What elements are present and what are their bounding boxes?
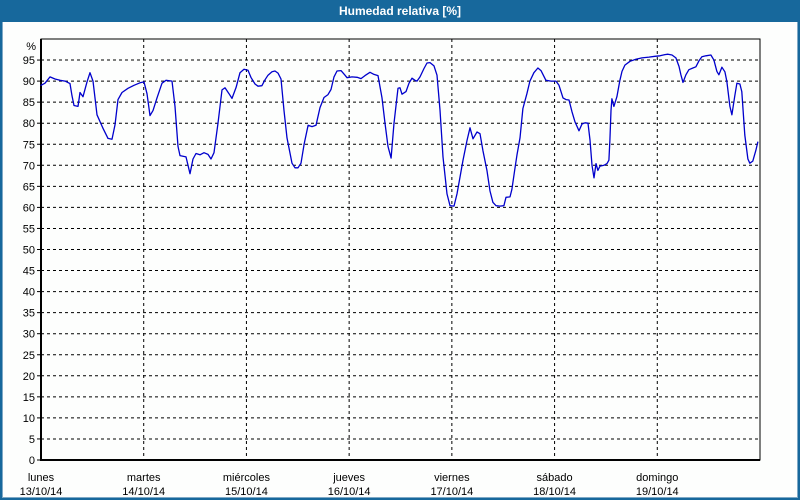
y-tick-label: 45	[23, 266, 35, 278]
y-tick-label: 75	[23, 139, 35, 151]
y-tick-label: 35	[23, 308, 35, 320]
x-date-label: 15/10/14	[225, 486, 268, 498]
x-day-label: domingo	[636, 472, 678, 484]
y-tick-label: 60	[23, 202, 35, 214]
y-tick-label: 85	[23, 97, 35, 109]
y-tick-label: 5	[29, 434, 35, 446]
y-tick-label: 10	[23, 413, 35, 425]
y-tick-label: 20	[23, 371, 35, 383]
x-date-label: 13/10/14	[20, 486, 63, 498]
y-tick-label: 25	[23, 350, 35, 362]
x-date-label: 18/10/14	[533, 486, 576, 498]
x-day-label: lunes	[28, 472, 55, 484]
x-date-label: 17/10/14	[430, 486, 473, 498]
x-date-label: 19/10/14	[636, 486, 679, 498]
y-tick-label: 15	[23, 392, 35, 404]
x-day-label: sábado	[537, 472, 573, 484]
window-titlebar: Humedad relativa [%]	[0, 0, 800, 22]
y-tick-label: 95	[23, 55, 35, 67]
x-day-label: miércoles	[223, 472, 271, 484]
humidity-series-line	[40, 53, 759, 207]
y-tick-label: 30	[23, 329, 35, 341]
x-day-label: jueves	[332, 472, 365, 484]
plot-border	[40, 38, 761, 461]
y-tick-label: 70	[23, 160, 35, 172]
x-date-label: 14/10/14	[122, 486, 165, 498]
y-tick-label: 40	[23, 287, 35, 299]
window-title: Humedad relativa [%]	[338, 4, 462, 18]
y-tick-label: 0	[29, 455, 35, 467]
y-tick-label: 50	[23, 245, 35, 257]
y-tick-label: 65	[23, 181, 35, 193]
x-day-label: viernes	[434, 472, 470, 484]
y-axis-unit-label: %	[26, 41, 36, 53]
y-tick-label: 90	[23, 76, 35, 88]
x-day-label: martes	[127, 472, 161, 484]
y-tick-label: 55	[23, 223, 35, 235]
y-tick-label: 80	[23, 118, 35, 130]
x-date-label: 16/10/14	[328, 486, 371, 498]
